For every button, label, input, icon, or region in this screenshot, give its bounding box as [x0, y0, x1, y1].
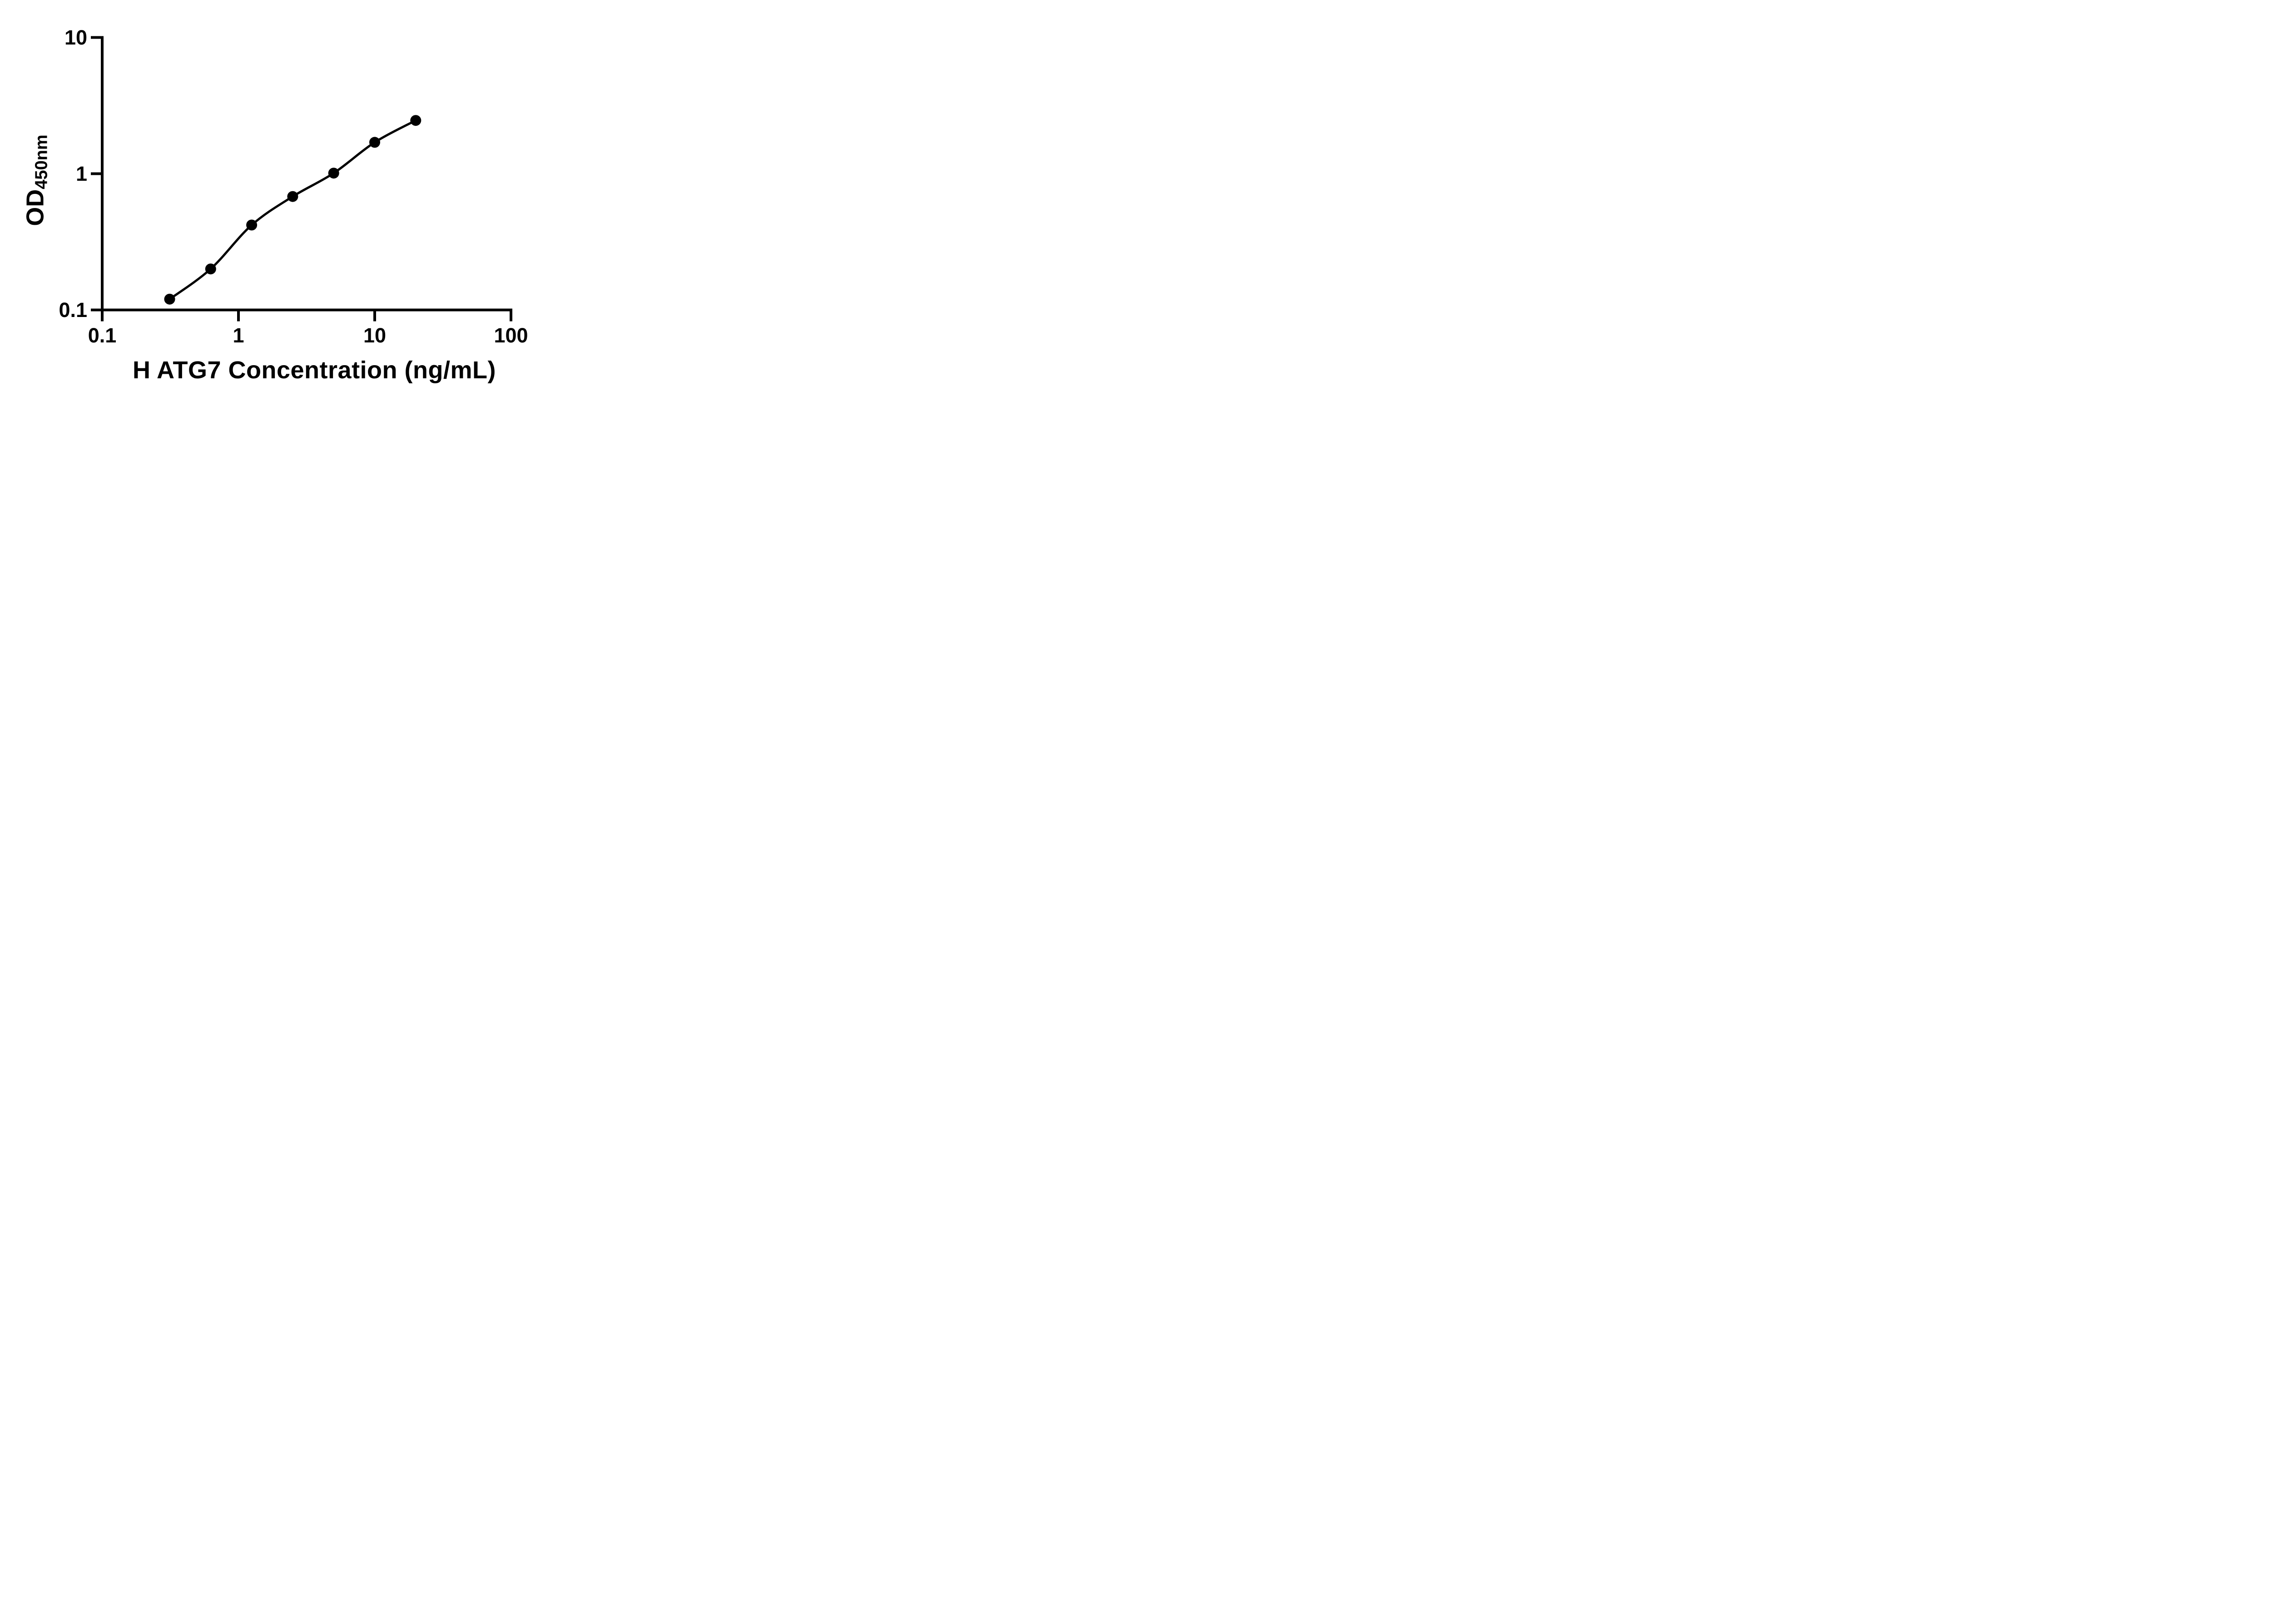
y-tick-label-1: 1: [75, 162, 87, 185]
x-tick-label-10: 10: [363, 324, 387, 347]
data-point: [205, 263, 216, 275]
data-point: [246, 219, 258, 231]
y-axis-title: OD450nm: [21, 134, 51, 226]
x-tick-label-0p1: 0.1: [88, 324, 117, 347]
x-tick-label-1: 1: [233, 324, 244, 347]
y-axis-title-subscript: 450nm: [32, 134, 51, 189]
data-point: [328, 168, 339, 179]
y-tick-label-10: 10: [64, 26, 87, 49]
data-point: [287, 191, 298, 202]
x-tick-label-100: 100: [494, 324, 528, 347]
y-tick-label-0p1: 0.1: [59, 298, 87, 322]
data-point: [410, 115, 421, 126]
x-axis-title: H ATG7 Concentration (ng/mL): [133, 356, 496, 384]
data-point: [164, 293, 175, 305]
data-point: [369, 137, 380, 148]
plot-area: [91, 36, 512, 322]
y-axis-title-main: OD: [21, 189, 49, 226]
elisa-standard-curve-figure: 10 1 0.1 0.1 1 10 100 H ATG7 Concentrati…: [0, 0, 576, 406]
